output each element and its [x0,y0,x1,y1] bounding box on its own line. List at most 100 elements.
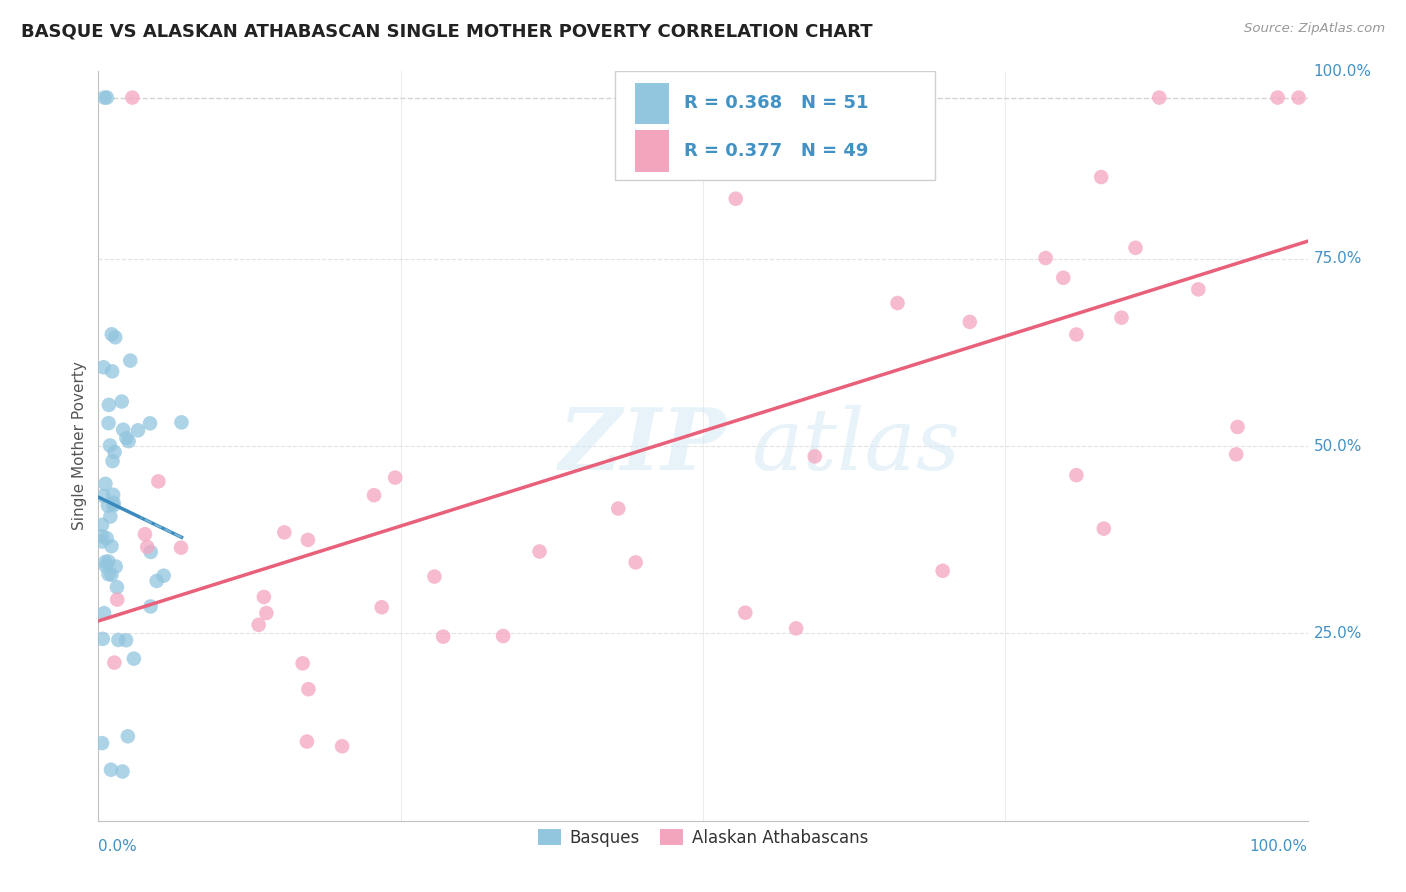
Point [121,90,143,104]
Point [134,527,156,541]
Point [139,545,162,559]
Point [734,606,756,620]
Point [98,509,121,524]
Point [94,559,117,574]
Point [93,489,115,503]
Point [127,423,149,437]
Point [105,580,128,594]
Text: 50.0%: 50.0% [1313,439,1362,453]
Point [363,488,385,502]
Point [97,567,120,582]
FancyBboxPatch shape [636,130,669,171]
Point [139,599,162,614]
Point [432,630,454,644]
Point [94,555,117,569]
Point [254,606,277,620]
FancyBboxPatch shape [636,83,669,124]
Point [824,90,846,104]
Point [1288,90,1310,104]
Point [91,632,114,646]
FancyBboxPatch shape [614,71,935,180]
Point [145,574,167,588]
Legend: Basques, Alaskan Athabascans: Basques, Alaskan Athabascans [531,822,875,854]
Point [96,90,118,104]
Point [111,394,134,409]
Text: 0.0%: 0.0% [98,839,138,855]
Point [1111,310,1133,325]
Point [1147,90,1170,104]
Point [93,90,115,104]
Point [122,651,145,665]
Point [101,488,124,502]
Point [1225,447,1247,461]
Point [170,415,193,429]
Point [101,327,124,342]
Point [1035,251,1057,265]
Point [120,353,142,368]
Point [1066,468,1088,483]
Point [384,470,406,484]
Point [423,569,446,583]
Point [370,600,392,615]
Point [91,736,114,750]
Point [1090,169,1112,184]
Point [1267,90,1289,104]
Point [93,606,115,620]
Point [297,533,319,547]
Point [103,445,125,459]
Point [893,90,915,104]
Text: BASQUE VS ALASKAN ATHABASCAN SINGLE MOTHER POVERTY CORRELATION CHART: BASQUE VS ALASKAN ATHABASCAN SINGLE MOTH… [21,22,873,40]
Point [103,656,125,670]
Point [136,540,159,554]
Y-axis label: Single Mother Poverty: Single Mother Poverty [72,361,87,531]
Text: 100.0%: 100.0% [1313,64,1372,78]
Point [959,315,981,329]
Point [91,529,114,543]
Point [115,633,138,648]
Point [273,525,295,540]
Point [97,499,120,513]
Point [103,496,125,510]
Point [112,423,135,437]
Point [1187,282,1209,296]
Point [98,438,121,452]
Point [1066,327,1088,342]
Point [886,296,908,310]
Point [117,729,139,743]
Text: ZIP: ZIP [560,404,727,488]
Point [253,590,276,604]
Point [755,90,778,104]
Point [100,539,122,553]
Text: R = 0.377   N = 49: R = 0.377 N = 49 [683,142,868,160]
Point [93,360,115,375]
Text: Source: ZipAtlas.com: Source: ZipAtlas.com [1244,22,1385,36]
Text: 25.0%: 25.0% [1313,626,1362,640]
Point [111,764,134,779]
Point [100,763,122,777]
Point [148,475,170,489]
Text: R = 0.368   N = 51: R = 0.368 N = 51 [683,95,868,112]
Point [297,682,319,697]
Point [97,416,120,430]
Point [104,559,127,574]
Point [492,629,515,643]
Point [97,554,120,568]
Point [1226,420,1249,434]
Point [139,417,162,431]
Point [97,398,120,412]
Point [107,632,129,647]
Point [103,498,125,512]
Point [529,544,551,558]
Point [104,330,127,344]
Point [1092,522,1115,536]
Point [931,564,953,578]
Point [624,555,647,569]
Point [295,734,318,748]
Point [607,501,630,516]
Point [91,517,114,532]
Text: 100.0%: 100.0% [1250,839,1308,855]
Text: atlas: atlas [751,405,960,487]
Point [1052,270,1074,285]
Point [152,568,174,582]
Point [100,567,122,582]
